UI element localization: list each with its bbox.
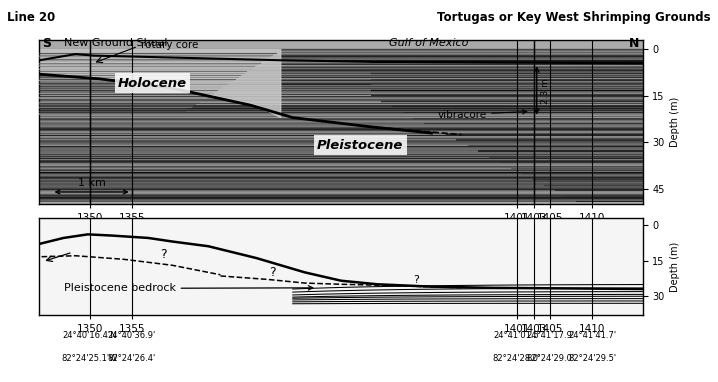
- Y-axis label: Depth (m): Depth (m): [671, 97, 680, 147]
- Text: Pleistocene: Pleistocene: [317, 139, 404, 152]
- Text: Tortugas or Key West Shrimping Grounds: Tortugas or Key West Shrimping Grounds: [437, 11, 711, 24]
- Text: 24°41'17.9': 24°41'17.9': [526, 331, 574, 340]
- Text: ?: ?: [269, 266, 275, 279]
- Text: Line 20: Line 20: [7, 11, 55, 24]
- Text: 82°24'26.4': 82°24'26.4': [108, 354, 156, 363]
- Text: 24°41'41.7': 24°41'41.7': [568, 331, 617, 340]
- Text: S: S: [42, 37, 52, 50]
- Text: Pleistocene bedrock: Pleistocene bedrock: [64, 283, 313, 293]
- Text: ?: ?: [160, 248, 167, 261]
- Text: 24°40'16.4'N: 24°40'16.4'N: [62, 331, 117, 340]
- Text: rotary core: rotary core: [141, 40, 198, 50]
- Text: 1 km: 1 km: [78, 178, 106, 188]
- Text: 82°24'28.0': 82°24'28.0': [493, 354, 541, 363]
- Text: 82°24'29.0': 82°24'29.0': [526, 354, 574, 363]
- Text: 82°24'25.1'W: 82°24'25.1'W: [62, 354, 118, 363]
- Text: 24°40'36.9': 24°40'36.9': [108, 331, 156, 340]
- Text: N: N: [629, 37, 640, 50]
- Text: 82°24'29.5': 82°24'29.5': [568, 354, 617, 363]
- Text: Gulf of Mexico: Gulf of Mexico: [389, 38, 469, 48]
- Text: 2.3 m: 2.3 m: [541, 78, 550, 104]
- Text: ?: ?: [414, 275, 419, 285]
- Text: vibracore: vibracore: [437, 110, 527, 120]
- Text: 24°41'01.5': 24°41'01.5': [493, 331, 541, 340]
- Polygon shape: [39, 49, 281, 118]
- Y-axis label: Depth (m): Depth (m): [671, 241, 680, 291]
- Text: Holocene: Holocene: [118, 77, 187, 90]
- Text: New Ground Shoal: New Ground Shoal: [64, 38, 167, 48]
